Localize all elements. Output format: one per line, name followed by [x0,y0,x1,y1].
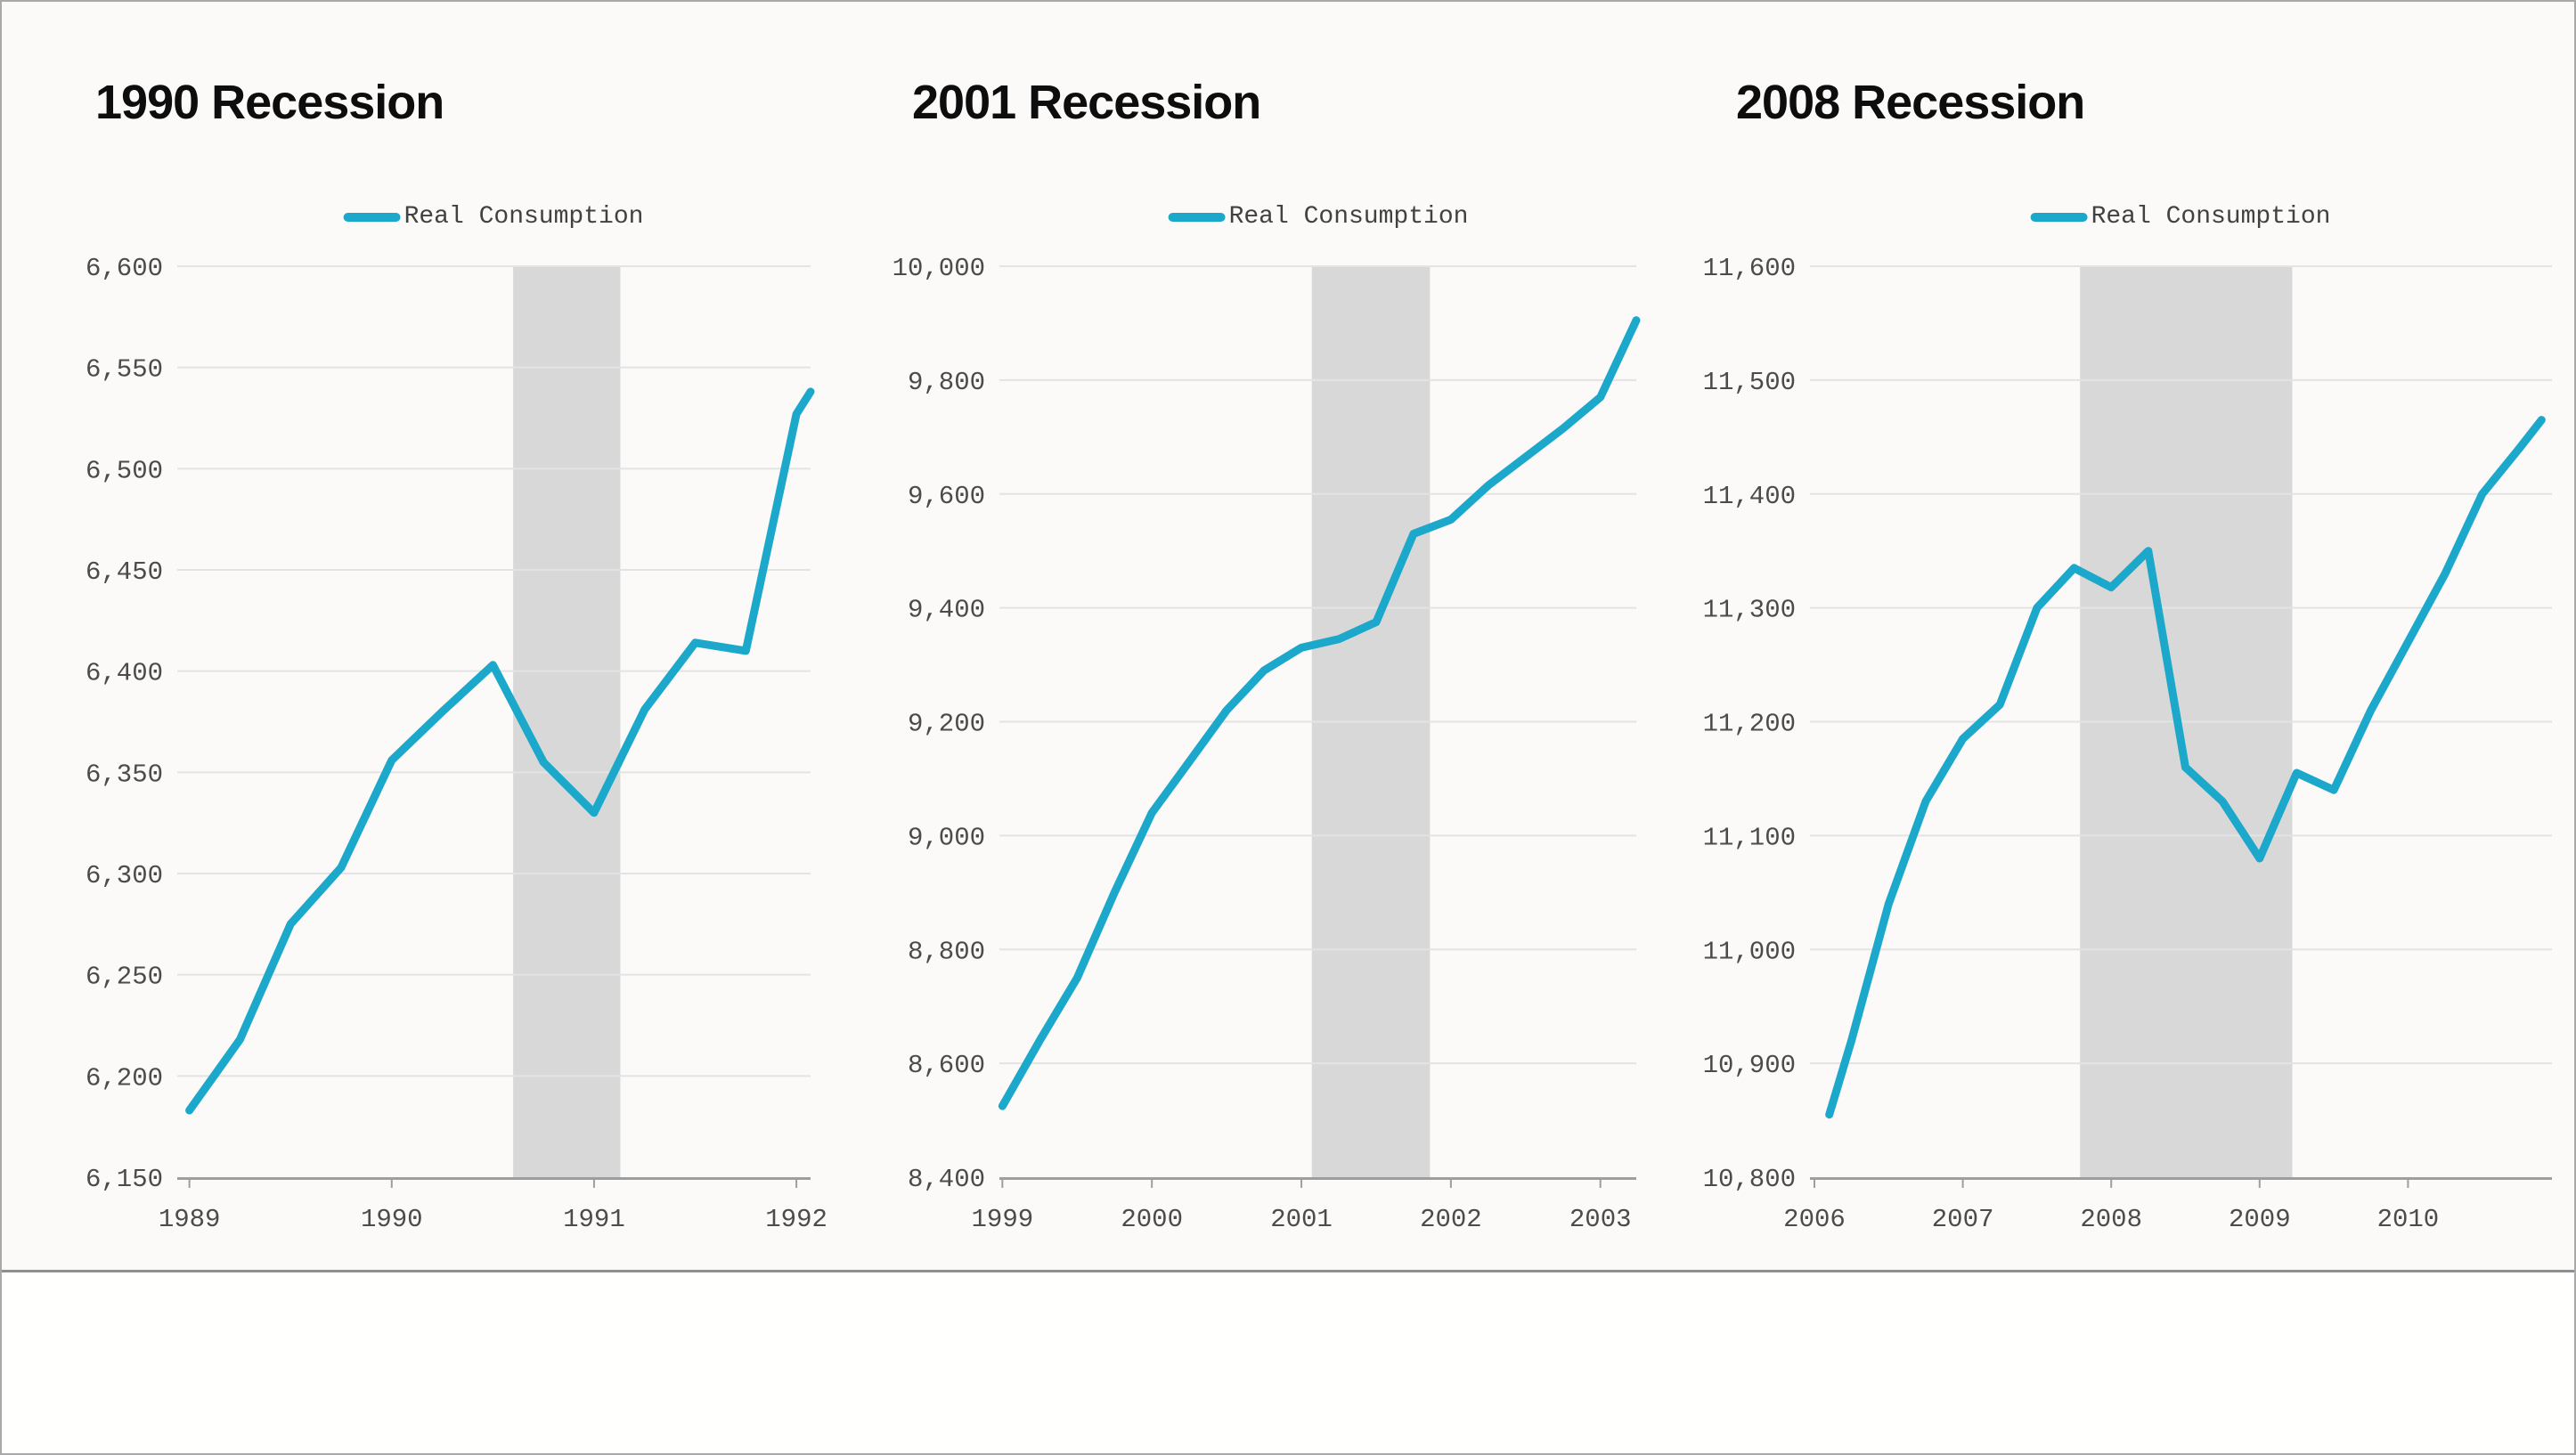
y-tick-label: 11,000 [1703,937,1796,966]
y-tick-label: 6,400 [86,659,163,688]
x-tick-label: 1989 [159,1205,221,1234]
y-tick-label: 6,350 [86,760,163,789]
chart-title-2008: 2008 Recession [1736,76,2085,129]
y-tick-label: 9,200 [908,710,985,739]
x-tick-label: 2008 [2080,1205,2142,1234]
report-footer: EPB This report is prepared for the excl… [2,1270,2574,1453]
y-tick-label: 9,000 [908,823,985,852]
chart-title-2001: 2001 Recession [912,76,1261,129]
y-tick-label: 9,600 [908,482,985,511]
chart-title-1990: 1990 Recession [95,76,444,129]
legend-1990: Real Consumption [343,203,644,231]
consumption-line [1825,416,2546,1119]
consumption-line [998,316,1641,1110]
y-tick-label: 11,600 [1703,254,1796,283]
y-tick-label: 11,500 [1703,368,1796,397]
legend-2008: Real Consumption [2030,203,2331,231]
x-tick-label: 1992 [765,1205,827,1234]
y-tick-label: 10,800 [1703,1165,1796,1194]
y-tick-label: 10,900 [1703,1051,1796,1080]
y-tick-label: 6,150 [86,1165,163,1194]
x-tick-label: 1991 [563,1205,625,1234]
y-tick-label: 8,600 [908,1051,985,1080]
y-tick-label: 6,500 [86,456,163,485]
y-tick-label: 9,400 [908,596,985,625]
y-tick-label: 11,300 [1703,596,1796,625]
y-tick-label: 6,550 [86,355,163,385]
y-tick-label: 6,300 [86,861,163,890]
y-tick-label: 8,800 [908,937,985,966]
x-tick-label: 2003 [1569,1205,1632,1234]
x-tick-label: 2010 [2377,1205,2440,1234]
chart-canvas-1990: 6,150 6,200 6,250 6,300 6,350 6,400 6,450 6,500… [86,254,827,1234]
legend-label: Real Consumption [2091,203,2331,231]
legend-line-swatch [1168,212,1226,222]
x-tick-label: 2009 [2229,1205,2291,1234]
recession-band [513,266,621,1177]
x-tick-label: 2001 [1270,1205,1333,1234]
y-tick-label: 11,400 [1703,482,1796,511]
legend-line-swatch [2030,212,2088,222]
x-tick-label: 1990 [361,1205,423,1234]
y-tick-label: 6,250 [86,963,163,992]
y-tick-label: 6,200 [86,1063,163,1093]
chart-canvas-2001: 8,400 8,600 8,800 9,000 9,200 9,400 9,600 9,800… [893,254,1641,1234]
chart-canvas-2008: 10,800 10,900 11,000 11,100 11,200 11,300 11,4… [1703,254,2552,1234]
x-tick-label: 1999 [972,1205,1034,1234]
legend-line-swatch [343,212,401,222]
x-tick-label: 2000 [1121,1205,1183,1234]
legend-2001: Real Consumption [1168,203,1469,231]
x-tick-label: 2007 [1932,1205,1994,1234]
x-tick-label: 2002 [1420,1205,1482,1234]
consumption-line [185,387,815,1115]
y-tick-label: 11,100 [1703,823,1796,852]
legend-label: Real Consumption [404,203,644,231]
y-tick-label: 10,000 [893,254,985,283]
y-tick-label: 9,800 [908,368,985,397]
y-tick-label: 11,200 [1703,710,1796,739]
legend-label: Real Consumption [1228,203,1469,231]
y-tick-label: 6,450 [86,557,163,587]
y-tick-label: 8,400 [908,1165,985,1194]
y-tick-label: 6,600 [86,254,163,283]
x-tick-label: 2006 [1783,1205,1846,1234]
